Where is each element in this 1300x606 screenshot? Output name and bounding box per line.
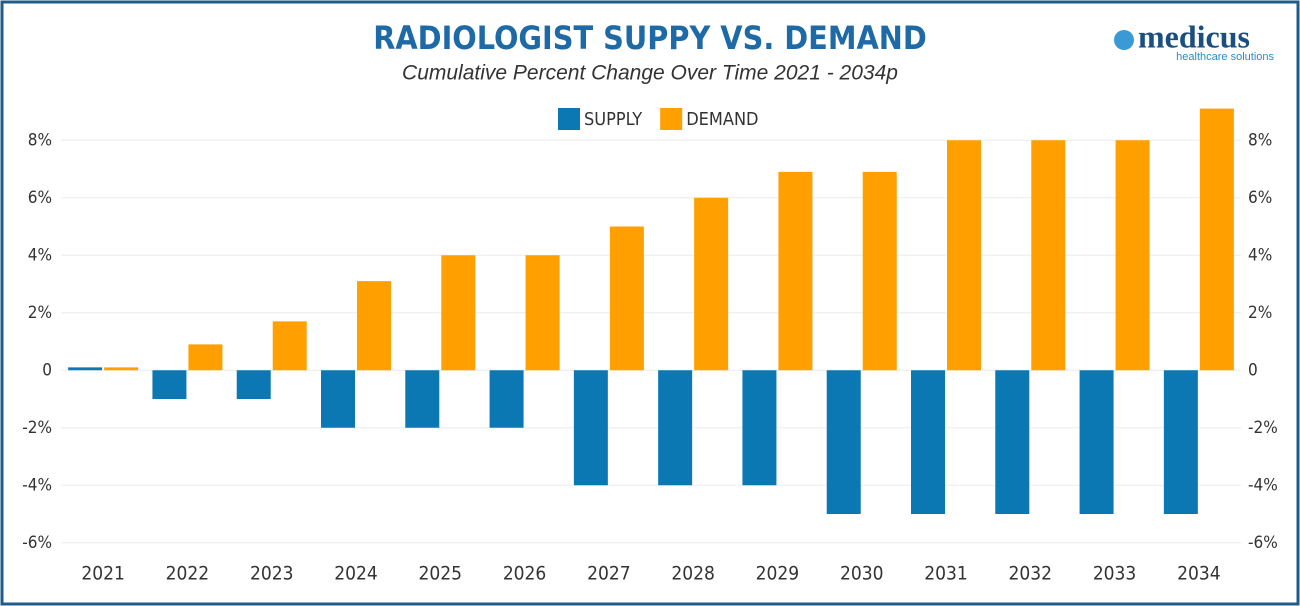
x-tick-label: 2033 (1093, 563, 1137, 585)
legend-label: DEMAND (686, 109, 758, 130)
y2-tick-label: 8% (1248, 130, 1272, 150)
y-tick-label: 4% (28, 245, 52, 265)
bar (1079, 370, 1114, 514)
bar (694, 197, 729, 371)
y-tick-label: -4% (22, 475, 52, 495)
x-tick-label: 2024 (334, 563, 378, 585)
bar (1031, 140, 1066, 371)
bar (152, 370, 187, 399)
x-tick-label: 2029 (756, 563, 800, 585)
y2-tick-label: -2% (1248, 418, 1278, 438)
bar (947, 140, 981, 371)
y2-tick-label: 2% (1248, 303, 1272, 323)
bar (188, 344, 223, 371)
x-tick-label: 2034 (1177, 563, 1221, 585)
bar (525, 255, 560, 371)
legend-swatch (558, 108, 580, 130)
x-tick-label: 2032 (1009, 563, 1053, 585)
y2-tick-label: 6% (1248, 188, 1272, 208)
chart-title: RADIOLOGIST SUPPY VS. DEMAND (373, 19, 927, 57)
bar (104, 367, 139, 371)
y-tick-label: -2% (22, 418, 52, 438)
y-tick-label: -6% (22, 533, 52, 553)
bar (236, 370, 271, 399)
bar (911, 370, 945, 514)
bar (68, 367, 103, 371)
bar (405, 370, 440, 428)
x-tick-label: 2023 (250, 563, 294, 585)
bar (826, 370, 861, 514)
bar (778, 171, 813, 371)
x-tick-label: 2021 (81, 563, 125, 585)
bar (489, 370, 524, 428)
y2-tick-label: 4% (1248, 245, 1272, 265)
bar (1115, 140, 1150, 371)
bar (1163, 370, 1198, 514)
legend-label: SUPPLY (584, 109, 642, 130)
bar (357, 281, 391, 371)
x-tick-label: 2027 (587, 563, 631, 585)
x-tick-label: 2031 (924, 563, 968, 585)
y-tick-label: 2% (28, 303, 52, 323)
y-tick-label: 0 (42, 360, 52, 380)
bar (609, 226, 644, 371)
bar (862, 171, 897, 371)
bar (995, 370, 1030, 514)
logo-tagline: healthcare solutions (1176, 51, 1274, 63)
x-tick-label: 2022 (166, 563, 210, 585)
bar (742, 370, 777, 486)
y2-tick-label: 0 (1248, 360, 1258, 380)
y-tick-label: 6% (28, 188, 52, 208)
chart-subtitle: Cumulative Percent Change Over Time 2021… (402, 62, 898, 85)
bar (321, 370, 355, 428)
logo: medicus healthcare solutions (1114, 18, 1274, 63)
x-tick-label: 2026 (503, 563, 547, 585)
logo-name: medicus (1138, 18, 1250, 54)
logo-icon (1114, 30, 1134, 50)
x-tick-label: 2030 (840, 563, 884, 585)
y2-tick-label: -4% (1248, 475, 1278, 495)
y-tick-label: 8% (28, 130, 52, 150)
y2-tick-label: -6% (1248, 533, 1278, 553)
bar (1199, 108, 1234, 371)
bar (658, 370, 693, 486)
legend-swatch (660, 108, 683, 130)
bar (272, 321, 307, 371)
bar (573, 370, 608, 486)
bar (441, 255, 476, 371)
x-tick-label: 2025 (419, 563, 463, 585)
x-tick-label: 2028 (671, 563, 715, 585)
